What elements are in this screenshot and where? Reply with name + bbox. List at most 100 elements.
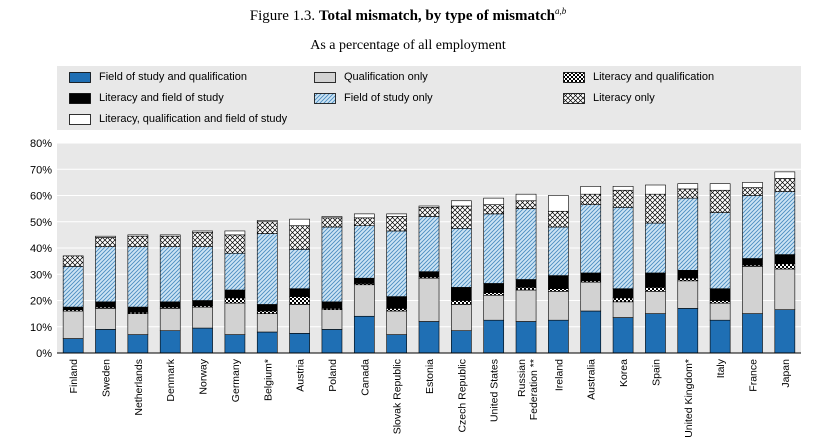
bar-segment-lit-only: [127, 235, 149, 247]
bar-segment-all-three: [418, 205, 440, 208]
bar-segment-lit-field: [515, 279, 537, 288]
bar-segment-lit-only: [386, 216, 407, 232]
x-tick-label: Austria: [295, 359, 307, 392]
bar-segment-field-qual: [127, 334, 149, 354]
bar-segment-all-three: [159, 234, 181, 237]
bar-segment-qual-only: [548, 291, 569, 321]
bar-segment-all-three: [709, 183, 731, 191]
bar-segment-lit-only: [418, 207, 440, 217]
bar-segment-qual-only: [159, 308, 181, 331]
bar-segment-all-three: [353, 213, 375, 219]
legend-label-field-only: Field of study only: [344, 92, 433, 104]
bar-segment-lit-field: [742, 258, 763, 266]
legend-swatch-lit-field: [69, 92, 91, 104]
bar-segment-lit-field: [159, 301, 181, 308]
bar-segment-lit-qual: [709, 300, 731, 304]
bar-segment-qual-only: [645, 291, 666, 314]
bar-segment-lit-qual: [256, 310, 278, 314]
bar-segment-all-three: [192, 230, 213, 233]
x-tick-label: Denmark: [165, 358, 177, 401]
bar-segment-lit-only: [548, 210, 569, 228]
bar-segment-field-qual: [95, 329, 116, 354]
bar-segment-lit-field: [192, 300, 213, 307]
bar-segment-field-only: [774, 191, 796, 255]
bar-segment-qual-only: [95, 308, 116, 330]
legend-item-all-three: Literacy, qualification and field of stu…: [69, 112, 287, 126]
bar-segment-qual-only: [580, 281, 602, 312]
bar-segment-lit-qual: [774, 263, 796, 270]
bar-segment-lit-only: [677, 188, 699, 199]
bar-segment-lit-only: [645, 193, 666, 224]
bar-segment-lit-only: [580, 193, 602, 205]
bar-segment-lit-field: [386, 296, 407, 309]
bar-segment-lit-field: [95, 301, 116, 308]
bar-segment-lit-field: [580, 272, 602, 282]
y-tick-label: 70%: [30, 164, 52, 176]
bar-segment-qual-only: [256, 313, 278, 333]
bar-segment-all-three: [289, 218, 310, 226]
y-tick-label: 0%: [36, 348, 52, 360]
bar-segment-lit-only: [774, 178, 796, 192]
x-tick-label: Ireland: [553, 359, 565, 391]
figure-title: Figure 1.3. Total mismatch, by type of m…: [0, 6, 816, 25]
bar-segment-field-only: [451, 228, 472, 288]
bar-segment-field-qual: [645, 313, 666, 354]
bar-segment-lit-qual: [224, 297, 246, 304]
x-tick-label: United States: [489, 359, 501, 422]
bar-segment-all-three: [224, 230, 246, 236]
y-tick-label: 10%: [30, 322, 52, 334]
bar-segment-field-qual: [774, 309, 796, 354]
bar-segment-qual-only: [677, 280, 699, 309]
bar-segment-lit-field: [127, 306, 149, 313]
bar-segment-field-only: [127, 246, 149, 308]
bar-segment-lit-only: [321, 217, 343, 228]
legend-label-all-three: Literacy, qualification and field of stu…: [99, 113, 288, 125]
x-tick-label: Canada: [359, 359, 371, 396]
x-tick-label: Poland: [327, 359, 339, 392]
bar-segment-all-three: [483, 197, 505, 205]
bar-segment-qual-only: [224, 302, 246, 335]
bar-segment-qual-only: [451, 304, 472, 331]
bar-segment-field-only: [95, 246, 116, 303]
bar-segment-lit-only: [353, 217, 375, 226]
bar-segment-all-three: [95, 235, 116, 238]
x-tick-label: United Kingdom*: [683, 359, 695, 438]
bar-segment-field-only: [580, 204, 602, 274]
bar-segment-field-qual: [353, 315, 375, 354]
y-tick-label: 80%: [30, 138, 52, 150]
bar-segment-lit-qual: [515, 287, 537, 291]
bar-segment-all-three: [612, 186, 634, 191]
x-tick-label: Sweden: [101, 359, 113, 397]
bar-segment-qual-only: [386, 310, 407, 335]
bar-segment-lit-only: [224, 234, 246, 254]
figure-label: Figure 1.3.: [249, 8, 316, 24]
x-tick-label: Estonia: [424, 359, 436, 394]
bar-segment-lit-only: [515, 200, 537, 209]
y-tick-label: 60%: [30, 191, 52, 203]
bar-segment-field-only: [677, 197, 699, 271]
legend-swatch-field-only: [314, 92, 336, 104]
bar-segment-lit-qual: [483, 292, 505, 296]
bar-segment-field-qual: [418, 321, 440, 354]
bar-segment-qual-only: [515, 289, 537, 322]
bar-segment-field-only: [192, 246, 213, 301]
bar-segment-field-only: [418, 216, 440, 272]
bar-segment-lit-qual: [289, 296, 310, 305]
x-tick-label: Netherlands: [133, 359, 145, 416]
legend-item-lit-field: Literacy and field of study: [69, 91, 224, 105]
bar-segment-field-qual: [451, 330, 472, 354]
bar-segment-field-only: [515, 208, 537, 280]
bar-segment-all-three: [256, 220, 278, 223]
bar-segment-field-qual: [62, 338, 84, 354]
bar-segment-field-qual: [289, 333, 310, 354]
bar-segment-lit-field: [483, 283, 505, 293]
bar-segment-all-three: [515, 193, 537, 202]
bar-segment-field-only: [321, 226, 343, 303]
legend-item-field-qual: Field of study and qualification: [69, 70, 247, 84]
bar-segment-lit-field: [321, 301, 343, 309]
bar-segment-lit-field: [353, 277, 375, 284]
bar-segment-field-only: [289, 249, 310, 289]
bar-segment-field-qual: [224, 334, 246, 354]
bar-segment-field-qual: [321, 329, 343, 354]
bar-segment-lit-qual: [386, 308, 407, 312]
